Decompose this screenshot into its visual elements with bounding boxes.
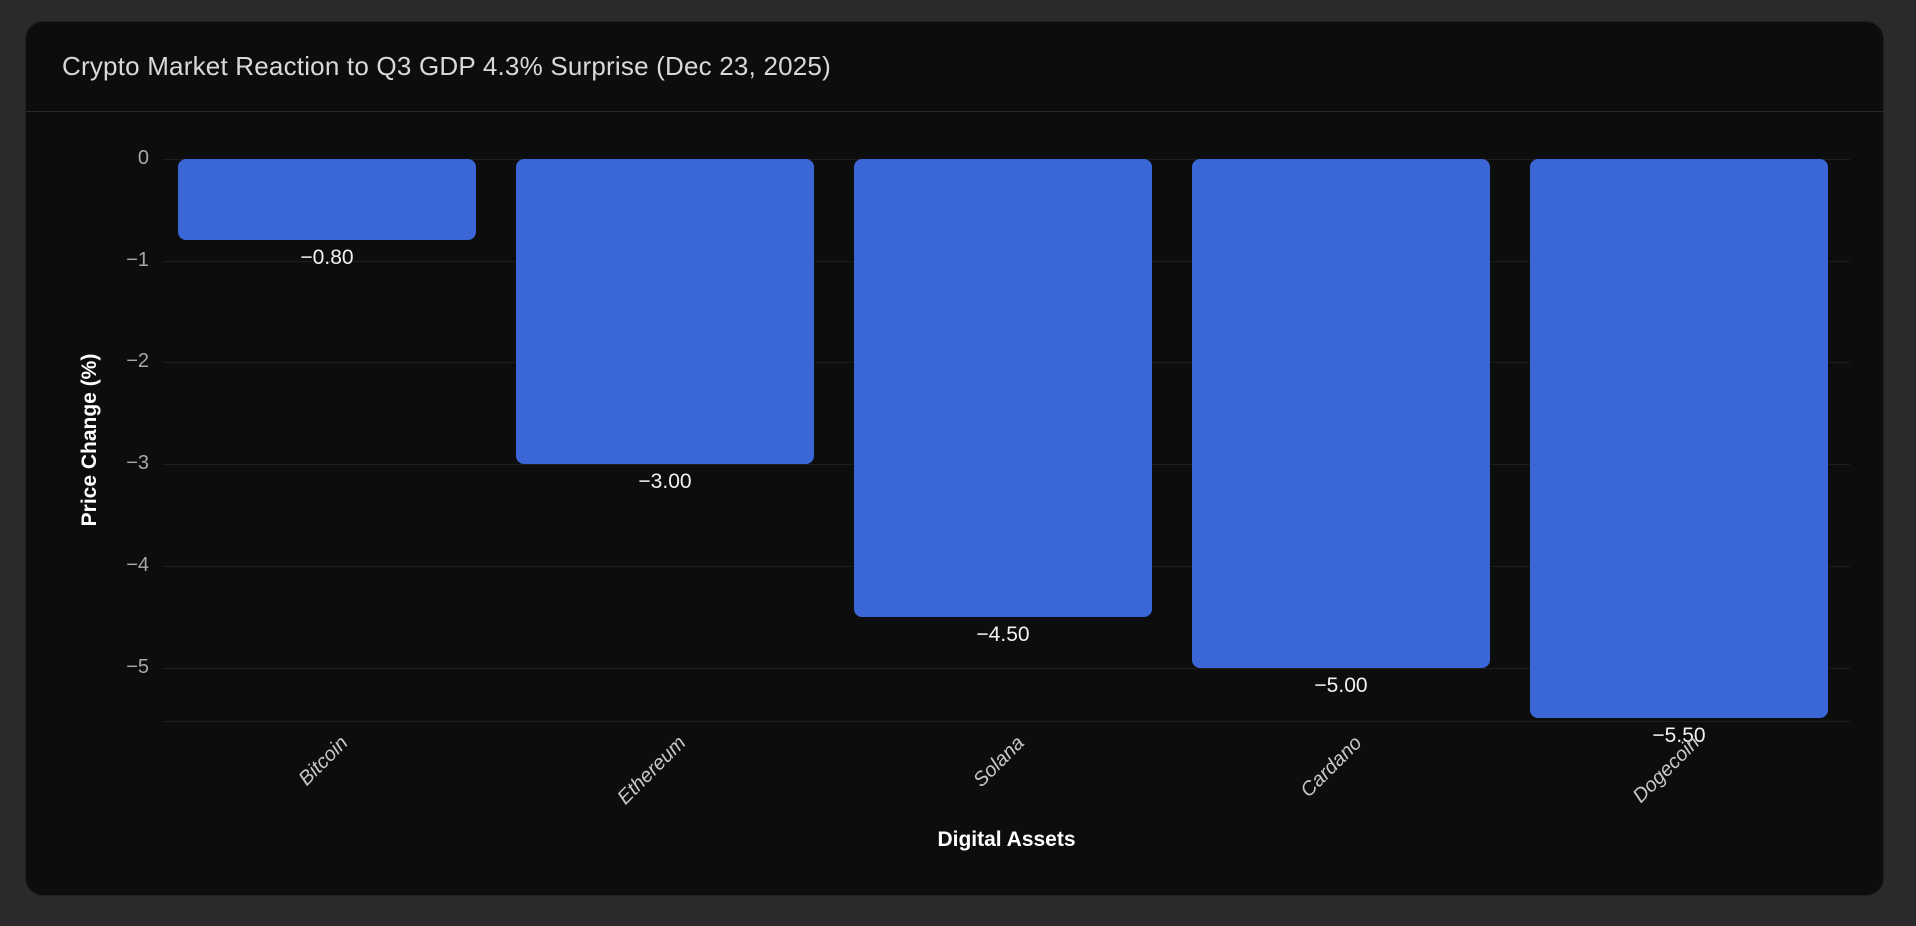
y-tick-label: −3 [126,452,149,474]
bar-bitcoin[interactable] [178,159,476,240]
bar-solana[interactable] [854,159,1152,617]
y-tick-label: 0 [137,147,149,169]
bar-value-label: −5.50 [1652,724,1706,747]
y-tick-label: −4 [126,554,149,576]
chart-header: Crypto Market Reaction to Q3 GDP 4.3% Su… [26,22,1883,111]
bar-dogecoin[interactable] [1530,159,1828,718]
bar-value-label: −3.00 [638,470,692,493]
y-tick-label: −5 [126,656,149,678]
x-axis-title: Digital Assets [937,828,1076,851]
chart-card: Crypto Market Reaction to Q3 GDP 4.3% Su… [25,21,1884,896]
bar-value-label: −4.50 [976,623,1030,646]
gridline [163,721,1850,722]
plot-area: Price Change (%) Digital Assets 0 −1 −2 −3 −… [26,22,1883,895]
x-tick-label-ethereum: Ethereum [613,732,691,809]
bar-value-label: −0.80 [300,246,354,269]
chart-title: Crypto Market Reaction to Q3 GDP 4.3% Su… [62,51,831,81]
gridline [163,668,1850,669]
x-tick-label-bitcoin: Bitcoin [294,732,353,791]
bar-value-label: −5.00 [1314,674,1368,697]
x-tick-label-solana: Solana [968,732,1029,792]
y-tick-label: −2 [126,350,149,372]
bar-ethereum[interactable] [516,159,814,464]
y-tick-label: −1 [126,249,149,271]
x-tick-label-cardano: Cardano [1296,732,1367,802]
header-divider [26,111,1883,112]
bar-cardano[interactable] [1192,159,1490,668]
y-axis-title: Price Change (%) [78,353,101,527]
